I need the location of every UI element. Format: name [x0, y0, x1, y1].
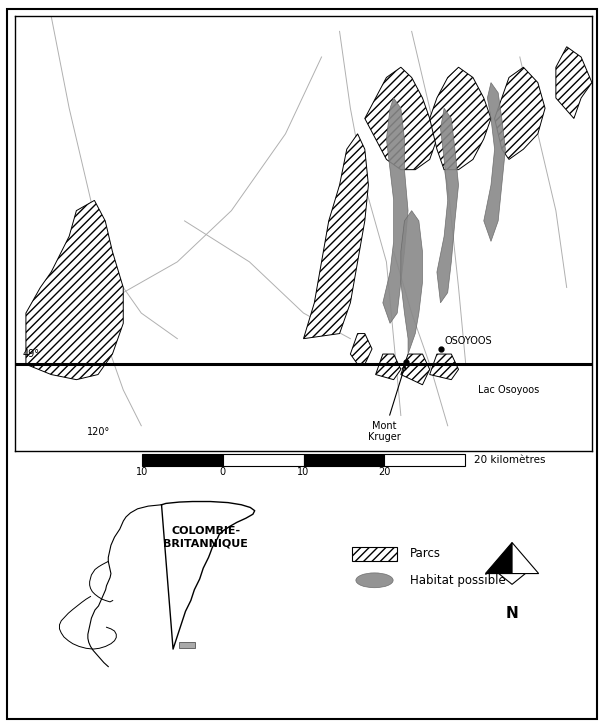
Text: 20: 20 [378, 467, 390, 478]
Text: Mont
Kruger: Mont Kruger [368, 365, 406, 442]
Bar [303, 454, 384, 466]
Polygon shape [401, 354, 429, 385]
Text: N: N [506, 606, 518, 621]
Polygon shape [383, 98, 408, 323]
Text: 10: 10 [136, 467, 148, 478]
Polygon shape [512, 542, 539, 574]
Text: Parcs: Parcs [410, 547, 441, 560]
Text: 0: 0 [220, 467, 226, 478]
Polygon shape [376, 354, 401, 380]
Text: 20 kilomètres: 20 kilomètres [474, 455, 545, 465]
Text: 120°: 120° [87, 427, 111, 437]
Text: COLOMBIE-
BRITANNIQUE: COLOMBIE- BRITANNIQUE [164, 526, 248, 549]
Polygon shape [437, 108, 458, 303]
Bar [179, 642, 195, 648]
Polygon shape [495, 67, 545, 159]
Text: 49°: 49° [22, 349, 39, 359]
Polygon shape [486, 542, 512, 574]
Polygon shape [350, 333, 372, 364]
Polygon shape [429, 67, 491, 170]
Polygon shape [303, 134, 368, 339]
Polygon shape [556, 47, 592, 119]
Text: Lac Osoyoos: Lac Osoyoos [478, 385, 539, 395]
Bar [142, 454, 223, 466]
Bar [384, 454, 465, 466]
Polygon shape [429, 354, 458, 380]
Polygon shape [365, 67, 437, 170]
Text: Habitat possible: Habitat possible [410, 574, 506, 587]
Bar [352, 547, 397, 561]
Polygon shape [499, 574, 525, 585]
Ellipse shape [356, 573, 393, 587]
Text: OSOYOOS: OSOYOOS [444, 336, 492, 347]
Bar [223, 454, 303, 466]
Text: 10: 10 [297, 467, 310, 478]
Polygon shape [484, 82, 506, 242]
Polygon shape [26, 200, 123, 380]
Polygon shape [401, 210, 422, 354]
